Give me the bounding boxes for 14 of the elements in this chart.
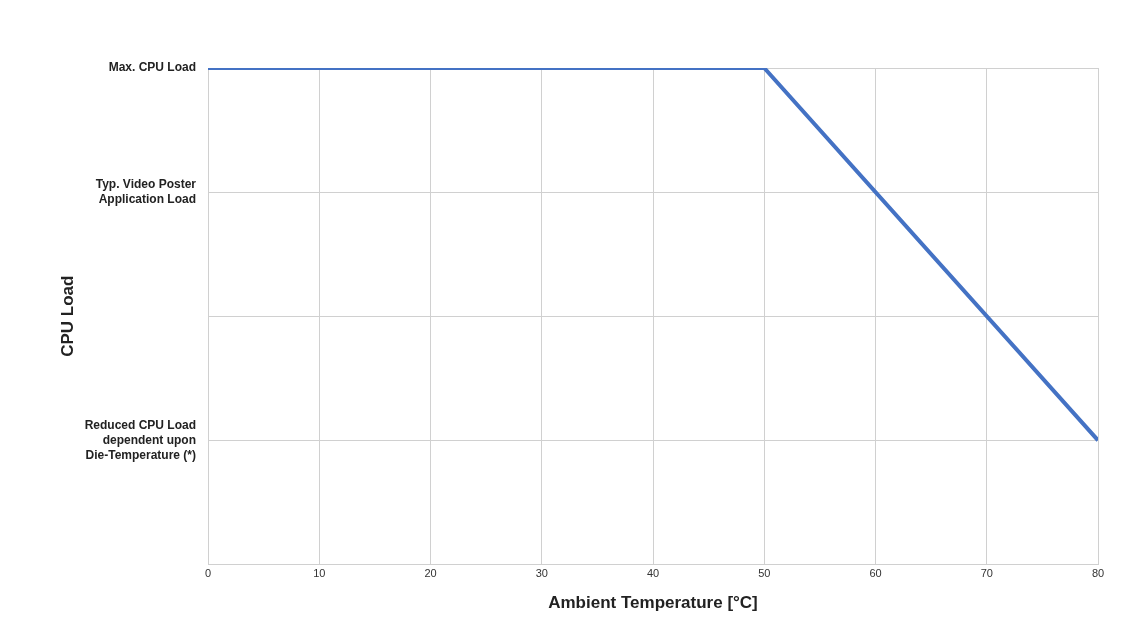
x-tick-label: 80 xyxy=(1091,567,1105,580)
x-tick-label: 40 xyxy=(646,567,660,580)
x-tick-label: 50 xyxy=(758,567,771,580)
text: Typ. Video Poster Application Load xyxy=(95,176,197,206)
text: Max. CPU Load xyxy=(108,60,196,75)
x-tick-label: 30 xyxy=(535,567,548,580)
x-tick-label: 70 xyxy=(980,567,993,580)
x-tick-label: 10 xyxy=(313,567,326,580)
x-tick-label: 0 xyxy=(204,567,212,580)
x-tick-label: 60 xyxy=(869,567,882,580)
x-tick-label: 20 xyxy=(424,567,437,580)
x-axis-title: Ambient Temperature [°C] xyxy=(548,593,758,613)
text: Reduced CPU Load dependent upon Die-Temperature (*) xyxy=(84,417,196,462)
text: CPU Load xyxy=(58,275,78,357)
